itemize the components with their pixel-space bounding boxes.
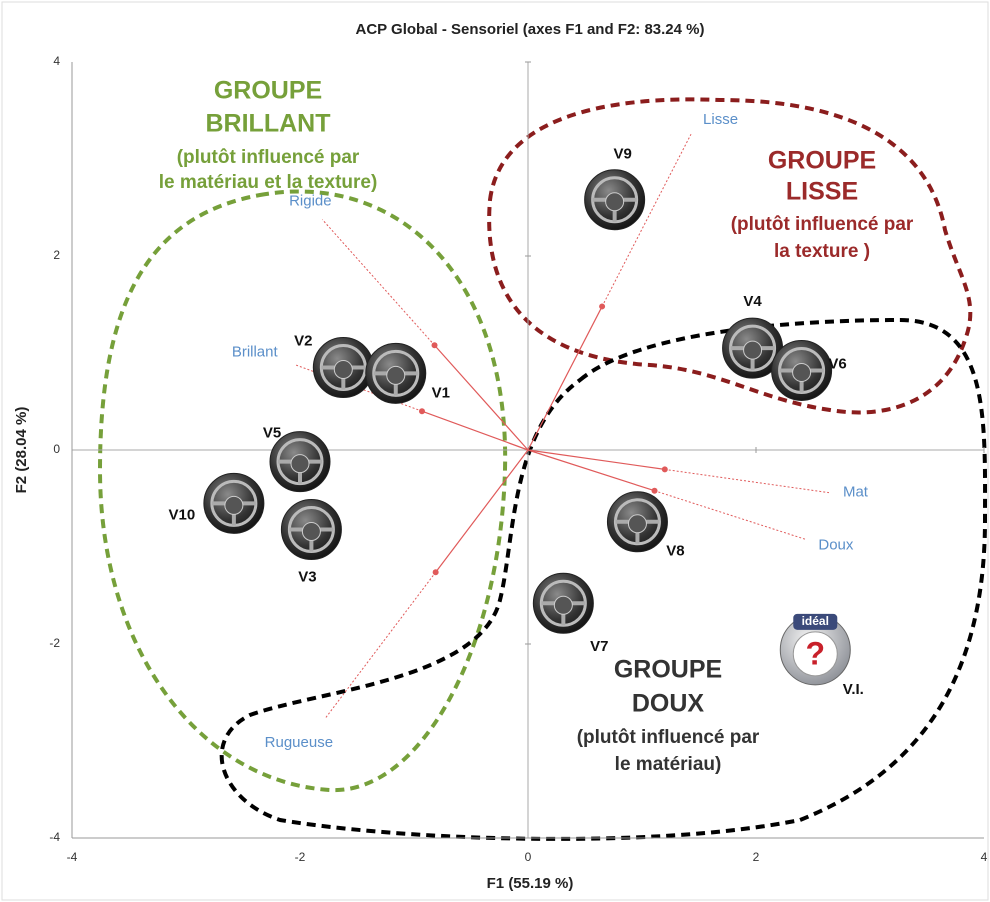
variable-point (418, 408, 425, 415)
ideal-tag-bg (793, 613, 838, 630)
observation-label: V3 (298, 569, 316, 586)
x-tick-label: -2 (295, 850, 306, 864)
group-title: GROUPE (768, 147, 876, 175)
observation (269, 431, 331, 493)
x-tick-label: 4 (981, 850, 988, 864)
x-tick-label: 2 (753, 850, 760, 864)
variable-extension (654, 490, 807, 541)
observation (280, 499, 342, 561)
wheel-hub (605, 192, 625, 212)
ideal-inner (792, 631, 838, 677)
variable-vector (527, 449, 665, 470)
variable-extension (324, 571, 437, 720)
observation (771, 339, 833, 401)
y-tick-label: 4 (53, 54, 60, 68)
y-tick-label: -4 (49, 830, 60, 844)
group-outline (219, 317, 988, 841)
variable-label: Rigide (289, 192, 332, 209)
observation (203, 472, 265, 534)
group-note: (plutôt influencé par (731, 214, 914, 235)
observation (312, 337, 374, 399)
observation: ? idéal (779, 613, 851, 686)
variable-extension (321, 219, 435, 346)
wheel-hub (553, 595, 573, 615)
observation (606, 491, 668, 553)
observation-label: V7 (590, 638, 608, 655)
variable-vector (434, 344, 529, 451)
observation-label: V6 (828, 355, 846, 372)
group-note: le matériau) (615, 754, 722, 775)
variable-vector (527, 306, 603, 451)
group-title: LISSE (786, 178, 858, 206)
variable-label: Doux (818, 537, 854, 554)
y-tick-label: 0 (53, 442, 60, 456)
group-title: DOUX (632, 690, 705, 718)
wheel-hub (627, 514, 647, 534)
observation (532, 572, 594, 634)
observation-label: V9 (613, 146, 631, 163)
x-tick-label: -4 (67, 850, 78, 864)
wheel-hub (333, 360, 353, 380)
group-note: (plutôt influencé par (177, 147, 360, 168)
variable-point (661, 466, 668, 473)
x-axis-label: F1 (55.19 %) (487, 875, 574, 892)
observation-label: V10 (169, 506, 196, 523)
wheel-hub (290, 454, 310, 474)
wheel-hub (386, 365, 406, 385)
wheel-hub (224, 495, 244, 515)
observation-label: V.I. (843, 681, 864, 698)
variable-point (651, 487, 658, 494)
variable-point (599, 303, 606, 310)
wheel-hub (301, 522, 321, 542)
variable-label: Lisse (703, 111, 738, 128)
observation-label: V8 (666, 543, 684, 560)
group-title: BRILLANT (206, 110, 331, 138)
variable-point (432, 569, 439, 576)
variable-vector (421, 410, 529, 451)
variable-extension (601, 133, 692, 307)
group-title: GROUPE (614, 656, 722, 684)
x-tick-label: 0 (525, 850, 532, 864)
ideal-symbol: ? (806, 635, 826, 671)
chart-title: ACP Global - Sensoriel (axes F1 and F2: … (355, 21, 704, 38)
ideal-tag: idéal (802, 614, 829, 628)
group-note: le matériau et la texture) (159, 172, 378, 193)
wheel-hub (792, 362, 812, 382)
y-tick-label: -2 (49, 636, 60, 650)
variable-extension (664, 468, 830, 494)
observation (584, 169, 646, 231)
group-outline (487, 97, 973, 415)
wheel-hub (743, 340, 763, 360)
variable-vector (527, 449, 655, 492)
variable-label: Rugueuse (265, 734, 333, 751)
variable-vector (435, 449, 529, 573)
y-tick-label: 2 (53, 248, 60, 262)
observation-label: V5 (263, 425, 281, 442)
group-title: GROUPE (214, 77, 322, 105)
observation-label: V2 (294, 333, 312, 350)
observation (365, 342, 427, 404)
group-note: (plutôt influencé par (577, 727, 760, 748)
y-axis-label: F2 (28.04 %) (13, 407, 30, 494)
variable-label: Brillant (232, 344, 279, 361)
variable-point (431, 342, 438, 349)
observation-label: V4 (743, 293, 762, 310)
group-note: la texture ) (774, 241, 870, 262)
observation-label: V1 (432, 384, 450, 401)
variable-label: Mat (843, 484, 869, 501)
